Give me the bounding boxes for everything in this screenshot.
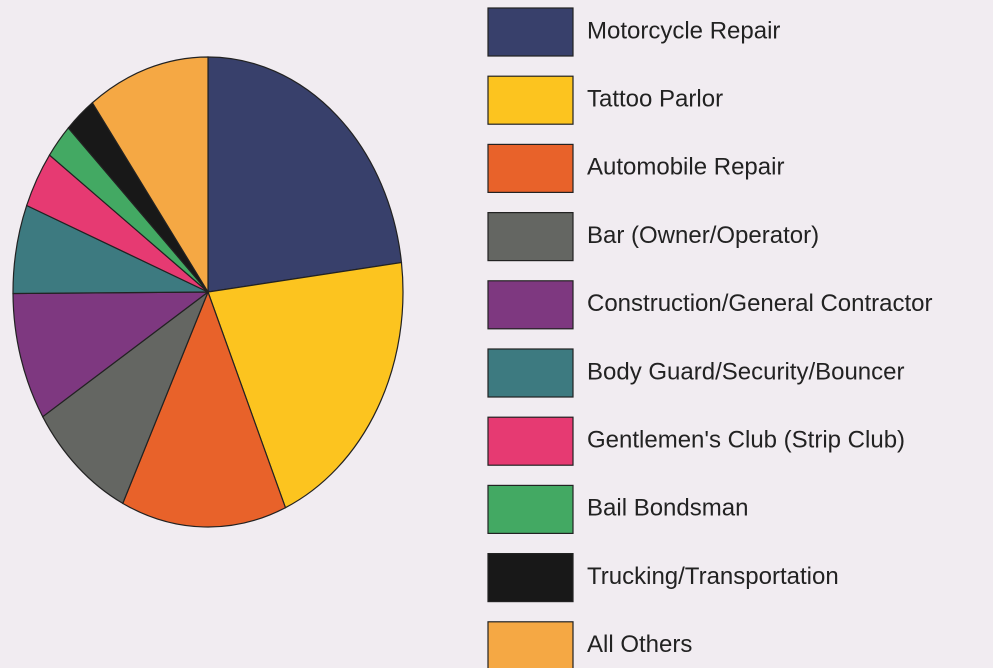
legend-swatch [487,75,574,125]
legend-label: Body Guard/Security/Bouncer [587,358,905,385]
pie-slice [122,290,287,528]
legend-label: Bail Bondsman [587,495,748,522]
legend-swatch [487,212,574,262]
legend-label: All Others [587,631,692,658]
legend-swatch [487,348,574,398]
pie-slice [91,56,209,295]
pie-slice [12,291,210,418]
legend-swatch [487,416,574,466]
legend-swatch [487,280,574,330]
pie-slice [207,261,404,509]
legend-label: Bar (Owner/Operator) [587,222,819,249]
legend-label: Automobile Repair [587,154,784,181]
legend-swatch [487,621,574,668]
legend-label: Construction/General Contractor [587,290,933,317]
legend-swatch [487,484,574,534]
legend-label: Trucking/Transportation [587,563,839,590]
legend-label: Gentlemen's Club (Strip Club) [587,427,905,454]
pie-slice [41,290,210,505]
legend-swatch [487,552,574,603]
legend-swatch [487,143,574,193]
legend-label: Motorcycle Repair [587,17,780,44]
pie-slice [207,56,403,293]
legend-swatch [487,7,574,57]
legend-label: Tattoo Parlor [587,86,723,113]
